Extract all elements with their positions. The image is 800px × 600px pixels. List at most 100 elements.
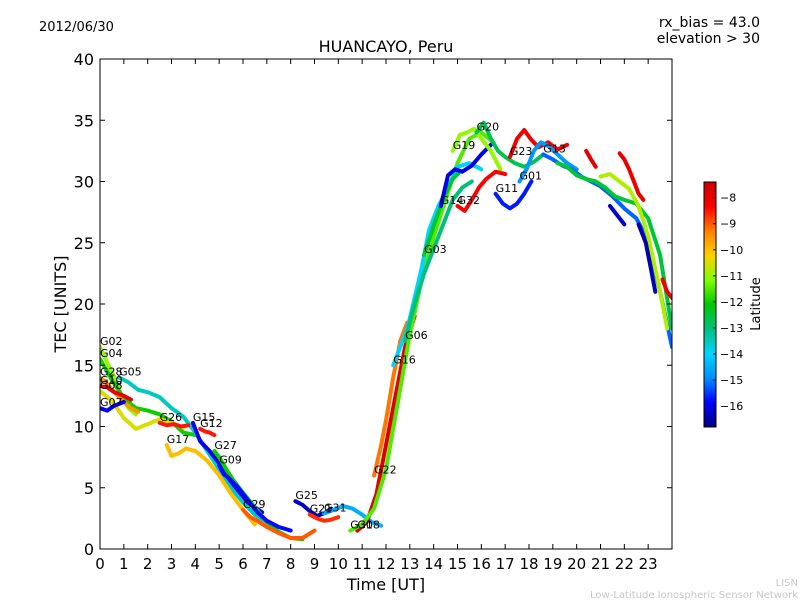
series-line-unlabeled-36 [636,222,658,294]
x-tick-label: 17 [496,555,515,573]
series-line-g14 [438,142,493,208]
series-label-g13: G13 [543,143,566,156]
series-line-g08 [100,389,186,431]
series-line-unlabeled-31 [555,161,672,331]
series-line-g06 [403,179,474,343]
y-tick-label: 10 [74,418,94,437]
y-tick-label: 15 [74,356,94,375]
colorbar-tick-label: −15 [720,374,743,387]
series-label-g15: G15 [193,411,216,424]
y-tick-label: 40 [74,50,94,69]
x-tick-label: 21 [591,555,610,573]
x-axis-label: Time [UT] [346,575,425,594]
series-label-g25: G25 [295,489,318,502]
series-line-unlabeled-35 [608,204,627,227]
y-tick-label: 30 [74,173,94,192]
series-line-g19 [450,126,503,172]
series-line-unlabeled-34 [584,148,598,169]
colorbar-tick-label: −16 [720,400,743,413]
chart-title: HUANCAYO, Peru [319,37,454,56]
colorbar-tick-label: −14 [720,348,743,361]
series-label-g01: G01 [520,170,543,183]
x-tick-label: 15 [448,555,467,573]
series-label-g22: G22 [374,464,397,477]
elevation-label: elevation > 30 [657,31,760,47]
series-label-g14: G14 [441,194,464,207]
series-line-g01 [517,140,579,184]
series-label-g19: G19 [453,139,476,152]
series-line-g28 [100,375,141,414]
x-tick-label: 14 [424,555,443,573]
series-label-g28: G28 [100,366,123,379]
series-line-g18 [355,314,417,533]
x-tick-label: 2 [143,555,153,573]
y-tick-label: 0 [84,540,94,559]
x-tick-label: 6 [238,555,248,573]
x-tick-label: 19 [543,555,562,573]
series-label-g09: G09 [219,454,242,467]
footer-org-short: LISN [776,578,798,589]
x-tick-label: 7 [262,555,272,573]
x-axis: 0 1 2 3 4 5 6 7 8 9 10 11 12 13 14 15 16 17 18 19 20 21 22 23 [95,59,658,573]
colorbar-tick-label: −11 [720,270,743,283]
x-tick-label: 22 [615,555,634,573]
x-tick-label: 20 [567,555,586,573]
series-line-g10 [100,384,133,402]
colorbar-tick-label: −9 [720,218,736,231]
footer-org-long: Low-Latitude Ionospheric Sensor Network [590,590,798,600]
series-label-g26: G26 [160,411,183,424]
series-label-g11: G11 [496,182,519,195]
series-line-g07 [100,400,126,413]
series-label-g05: G05 [119,366,142,379]
y-tick-label: 35 [74,111,94,130]
x-tick-label: 3 [167,555,177,573]
series-label-g04: G04 [100,347,123,360]
colorbar-tick-label: −13 [720,322,743,335]
x-tick-label: 16 [472,555,491,573]
rx-bias-label: rx_bias = 43.0 [659,15,760,31]
series-line-g22 [372,320,410,478]
colorbar [703,181,717,428]
colorbar-ticks: −8 −9 −10 −11 −12 −13 −14 −15 −16 [713,192,743,413]
x-tick-label: 18 [519,555,538,573]
x-tick-label: 0 [95,555,105,573]
series-label-g08: G08 [100,379,123,392]
series-label-g03: G03 [424,243,447,256]
series-label-g29: G29 [243,498,266,511]
series-line-g09 [217,463,293,533]
series-label-g18: G18 [357,519,380,532]
colorbar-tick-label: −12 [720,296,743,309]
series-line-g04 [100,357,198,438]
series-label-g17: G17 [167,433,190,446]
x-tick-label: 10 [329,555,348,573]
series-label-g07: G07 [100,396,123,409]
colorbar-label: Latitude [749,277,764,331]
x-tick-label: 4 [191,555,201,573]
series-label-g02: G02 [100,335,123,348]
y-tick-label: 25 [74,234,94,253]
series-label-g20: G20 [477,121,500,134]
series-line-unlabeled-32 [598,172,670,331]
series-label-g12: G12 [200,417,223,430]
series-line-g31 [322,504,384,528]
x-tick-label: 11 [353,555,372,573]
x-tick-label: 5 [214,555,224,573]
series-line-g12 [198,426,217,438]
series-line-unlabeled-33 [617,151,646,202]
series-line-g26 [157,420,191,429]
colorbar-tick-label: −8 [720,192,736,205]
y-axis: 0 5 10 15 20 25 30 35 40 [74,50,672,559]
series-layer [100,120,672,542]
date-label: 2012/06/30 [39,20,114,35]
x-tick-label: 12 [376,555,395,573]
series-line-g21 [307,512,341,523]
series-line-unlabeled-37 [660,277,672,300]
x-tick-label: 1 [119,555,129,573]
y-tick-label: 20 [74,295,94,314]
series-line-g23 [507,128,570,159]
series-label-g06: G06 [405,329,428,342]
series-label-g21: G21 [310,503,333,516]
series-label-g30: G30 [350,519,373,532]
series-label-g23: G23 [510,145,533,158]
